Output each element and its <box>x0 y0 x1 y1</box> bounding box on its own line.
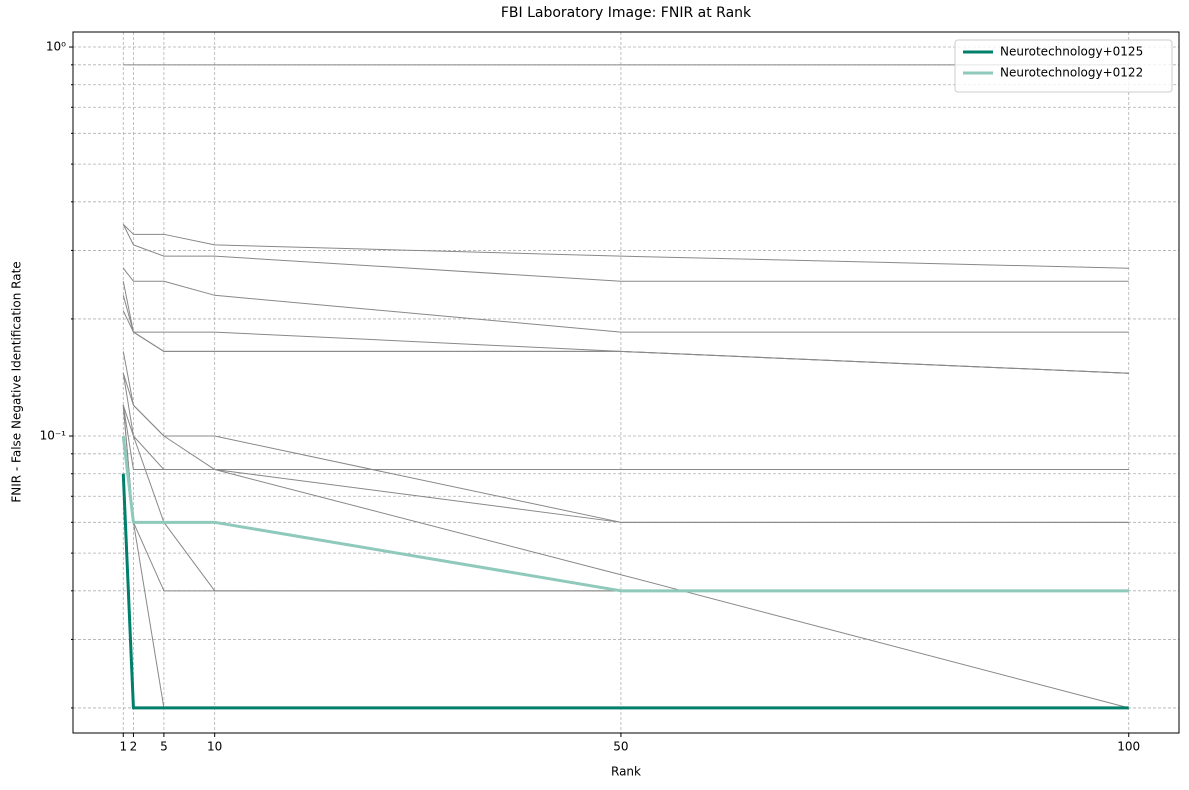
legend-label: Neurotechnology+0122 <box>1000 66 1143 80</box>
x-tick-label: 2 <box>130 740 138 754</box>
line <box>122 224 1129 269</box>
legend-box <box>954 39 1173 93</box>
x-tick-label: 1 <box>119 740 127 754</box>
legend-label: Neurotechnology+0125 <box>1000 45 1143 59</box>
y-tick-label: 10⁰ <box>46 40 66 54</box>
plot-lines <box>121 64 1129 710</box>
x-tick-label: 50 <box>613 740 628 754</box>
x-tick-label: 5 <box>160 740 168 754</box>
chart-title: FBI Laboratory Image: FNIR at Rank <box>501 5 752 21</box>
axes-frame <box>72 31 1180 734</box>
line <box>122 224 1129 282</box>
x-tick-label: 100 <box>1117 740 1140 754</box>
highlight-line <box>121 435 1129 593</box>
line <box>122 267 1129 333</box>
x-axis-label: Rank <box>611 765 641 779</box>
y-tick-label: 10⁻¹ <box>40 429 67 443</box>
highlight-line <box>121 473 1129 710</box>
x-tick-label: 10 <box>207 740 222 754</box>
line <box>122 405 1129 471</box>
line <box>122 351 1129 709</box>
y-axis-label: FNIR - False Negative Identification Rat… <box>10 261 24 502</box>
line <box>122 295 1129 374</box>
legend: Neurotechnology+0125 Neurotechnology+0122 <box>954 39 1173 93</box>
